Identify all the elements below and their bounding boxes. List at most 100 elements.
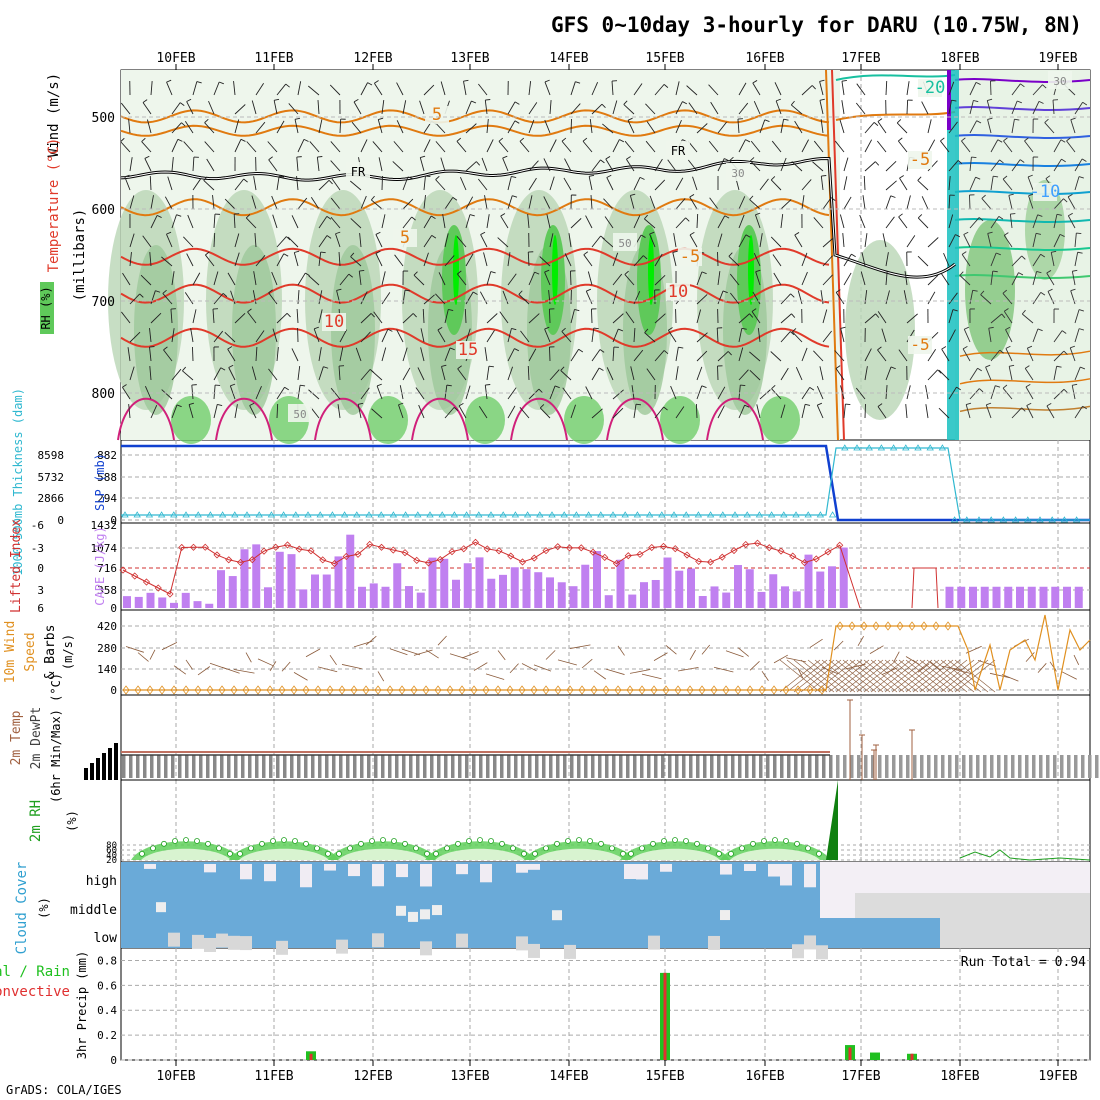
- wind-barb-flag: [430, 215, 436, 219]
- wind-barb-flag: [1021, 255, 1026, 260]
- cape-bar: [640, 582, 648, 608]
- wind-barb-aloft: [612, 328, 619, 343]
- wind-barb-aloft: [528, 271, 535, 286]
- wind-barb-aloft: [654, 158, 663, 172]
- temp2m-bar: [339, 755, 343, 778]
- wind-speed-marker: [194, 685, 202, 695]
- wind-barb-aloft: [906, 235, 916, 248]
- wind-barb-flag: [228, 364, 234, 368]
- wind-barb-aloft: [687, 159, 698, 172]
- pressure-tick-label: 600: [92, 203, 115, 218]
- wind-barb-aloft: [507, 273, 517, 286]
- wind-barb-aloft: [843, 272, 852, 286]
- wind-barb-aloft: [486, 329, 495, 343]
- wind-speed-marker: [434, 685, 442, 695]
- wind-barb-aloft: [276, 176, 280, 191]
- wind-barb-aloft: [213, 293, 224, 305]
- wind-barb-aloft: [184, 121, 194, 134]
- temp2m-bar: [395, 755, 399, 778]
- wind-barb-aloft: [570, 118, 572, 134]
- li-marker: [119, 566, 127, 574]
- cape-bar: [816, 571, 825, 608]
- wind-barb-aloft: [961, 140, 971, 153]
- wind-barb-aloft: [440, 81, 446, 96]
- rh2m-marker: [650, 840, 656, 847]
- wind-speed-marker: [218, 685, 226, 695]
- wind-barb-aloft: [696, 385, 703, 400]
- thickness-marker: [438, 511, 446, 518]
- thickness-marker: [841, 444, 849, 451]
- temp2m-bar: [647, 755, 651, 778]
- wind-barb-aloft: [184, 292, 194, 305]
- wind-barb-aloft: [948, 176, 951, 191]
- wind-speed-marker: [662, 685, 670, 695]
- wind-barb-aloft: [486, 366, 490, 381]
- wind-barb-aloft: [1074, 176, 1080, 191]
- wind-barb-aloft: [1053, 214, 1058, 229]
- wind-barb-aloft: [520, 330, 530, 343]
- wind-barb-dense: [891, 659, 933, 693]
- thickness-marker: [426, 511, 434, 518]
- cape-bar: [452, 579, 460, 608]
- wind-barb-aloft: [877, 349, 887, 362]
- wind-barb-aloft: [963, 234, 971, 248]
- wind-barb-flag: [456, 137, 462, 142]
- wind-barb-aloft: [149, 175, 152, 191]
- temp2m-bar: [178, 755, 182, 778]
- wind-barb-aloft: [171, 328, 175, 343]
- wind-barb-flag: [578, 348, 584, 353]
- wind-barb-aloft: [564, 253, 572, 267]
- wind-barb-flag: [598, 367, 604, 371]
- wind-barb-aloft: [188, 404, 194, 419]
- wind-barb-aloft: [500, 215, 509, 229]
- wind-barb-flag: [1061, 158, 1066, 163]
- cape-bar: [334, 556, 343, 608]
- wind-barb-aloft: [402, 347, 408, 362]
- contour-10C: [120, 283, 830, 304]
- wind-barb-aloft: [602, 237, 614, 248]
- wind-barb-flag: [1021, 309, 1026, 315]
- wind-barb-aloft: [339, 347, 344, 362]
- wind-speed-marker: [266, 685, 274, 695]
- wind-barb-flag: [458, 402, 464, 407]
- precip-tick: 0.8: [97, 954, 117, 967]
- thickness-marker: [511, 511, 520, 518]
- day-label-top: 14FEB: [549, 51, 588, 66]
- thickness-marker: [804, 511, 812, 518]
- wind-barb-aloft: [171, 122, 182, 134]
- wind-barb-aloft: [795, 367, 803, 381]
- wind-barb-10m: [665, 645, 677, 655]
- wind-barb-flag: [243, 178, 248, 183]
- wind-barb-flag: [783, 118, 789, 121]
- wind-speed-marker: [932, 621, 940, 631]
- cloud-high-gap: [264, 864, 276, 882]
- panel-frame-slp: [120, 439, 1091, 524]
- wind-barb-flag: [995, 252, 1001, 256]
- thickness-marker: [902, 444, 910, 451]
- wind-barb-aloft: [171, 271, 175, 286]
- wind-barb-aloft: [121, 311, 131, 324]
- slp-tick-right: 0: [110, 514, 117, 527]
- wind-speed-marker: [158, 685, 166, 695]
- wind-barb-aloft: [585, 215, 593, 229]
- cloud-low-grey: [204, 937, 216, 952]
- cloud-high-gap: [480, 864, 492, 883]
- wind-barb-aloft: [801, 271, 808, 286]
- temp2m-bar: [1060, 755, 1064, 778]
- wind-barb-aloft: [297, 385, 301, 400]
- wind-barb-aloft: [140, 274, 152, 286]
- wind-barb-flag: [348, 273, 353, 278]
- wind-barb-aloft: [644, 332, 656, 343]
- rh2m-marker: [783, 838, 789, 844]
- contour-label: -5: [910, 335, 929, 354]
- wind-barb-aloft: [396, 120, 404, 134]
- wind-barb-flag: [283, 253, 289, 257]
- temp2m-bar: [626, 755, 630, 778]
- cloud-high-gap: [372, 864, 384, 887]
- wind-barb-aloft: [716, 327, 719, 343]
- temp2m-bar: [458, 755, 462, 778]
- wind-barb-flag: [959, 271, 964, 276]
- cape-bar: [299, 589, 308, 608]
- wind-barb-10m: [329, 655, 337, 666]
